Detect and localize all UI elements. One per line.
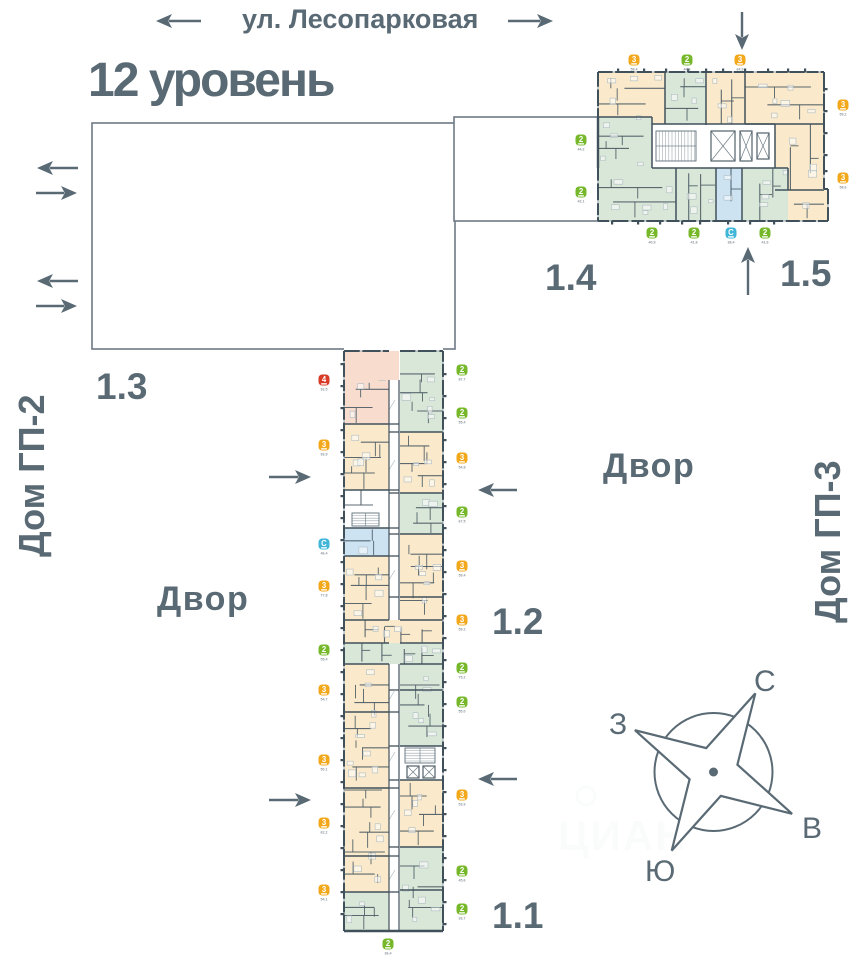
svg-text:53.9: 53.9	[459, 802, 466, 806]
svg-text:З: З	[609, 708, 627, 741]
svg-text:40.9: 40.9	[649, 240, 656, 244]
svg-text:1.4: 1.4	[545, 257, 597, 298]
svg-text:54.1: 54.1	[321, 897, 328, 901]
svg-text:46.4: 46.4	[321, 551, 328, 555]
svg-text:55.4: 55.4	[321, 657, 328, 661]
svg-text:75.2: 75.2	[459, 675, 466, 679]
svg-text:3: 3	[460, 615, 465, 624]
svg-text:54.7: 54.7	[321, 697, 328, 701]
svg-text:ул. Лесопарковая: ул. Лесопарковая	[242, 4, 478, 34]
svg-text:2: 2	[460, 904, 465, 913]
svg-text:ЦИАН: ЦИАН	[558, 812, 688, 859]
svg-text:50.1: 50.1	[321, 767, 328, 771]
svg-text:77.8: 77.8	[321, 593, 328, 597]
svg-text:3: 3	[841, 173, 846, 182]
svg-text:Двор: Двор	[603, 447, 695, 485]
svg-text:Ю: Ю	[645, 855, 675, 888]
svg-text:67.5: 67.5	[459, 519, 466, 523]
svg-text:41.8: 41.8	[691, 240, 698, 244]
svg-text:Дом ГП-3: Дом ГП-3	[807, 460, 848, 623]
svg-text:С: С	[728, 228, 734, 237]
svg-text:58.6: 58.6	[840, 185, 847, 189]
svg-text:2: 2	[386, 939, 391, 948]
svg-text:3: 3	[322, 685, 327, 694]
svg-text:55.0: 55.0	[459, 709, 466, 713]
svg-text:45.6: 45.6	[459, 878, 466, 882]
svg-text:3: 3	[322, 581, 327, 590]
svg-text:2: 2	[460, 365, 465, 374]
svg-text:59.2: 59.2	[840, 112, 847, 116]
svg-text:2: 2	[322, 645, 327, 654]
svg-text:3: 3	[322, 755, 327, 764]
svg-text:2: 2	[579, 135, 584, 144]
svg-text:58.4: 58.4	[631, 67, 638, 71]
svg-text:С: С	[321, 539, 327, 548]
svg-text:33.7: 33.7	[459, 916, 466, 920]
svg-text:3: 3	[632, 55, 637, 64]
svg-text:1.1: 1.1	[492, 895, 543, 936]
svg-text:44.6: 44.6	[684, 67, 691, 71]
svg-text:41.6: 41.6	[762, 240, 769, 244]
svg-text:Двор: Двор	[157, 580, 249, 618]
svg-text:С: С	[754, 665, 776, 698]
svg-text:В: В	[802, 812, 822, 845]
svg-text:2: 2	[763, 228, 768, 237]
svg-text:64.9: 64.9	[737, 67, 744, 71]
svg-text:42.1: 42.1	[578, 199, 585, 203]
svg-text:87.7: 87.7	[459, 377, 466, 381]
svg-text:38.4: 38.4	[728, 240, 735, 244]
svg-text:2: 2	[460, 408, 465, 417]
svg-text:44.2: 44.2	[578, 147, 585, 151]
svg-text:2: 2	[460, 697, 465, 706]
svg-text:3: 3	[460, 790, 465, 799]
svg-text:3: 3	[460, 561, 465, 570]
svg-text:Дом ГП-2: Дом ГП-2	[11, 394, 52, 557]
svg-text:59.4: 59.4	[459, 573, 466, 577]
svg-text:4: 4	[322, 375, 327, 384]
svg-text:36.4: 36.4	[385, 951, 392, 955]
svg-text:2: 2	[460, 507, 465, 516]
svg-text:92.5: 92.5	[321, 387, 328, 391]
svg-text:62.2: 62.2	[321, 830, 328, 834]
svg-text:2: 2	[650, 228, 655, 237]
svg-text:3: 3	[460, 453, 465, 462]
svg-text:55.4: 55.4	[459, 420, 466, 424]
svg-text:2: 2	[692, 228, 697, 237]
svg-text:12 уровень: 12 уровень	[88, 54, 334, 107]
svg-text:3: 3	[322, 818, 327, 827]
svg-text:93.9: 93.9	[321, 452, 328, 456]
svg-text:2: 2	[460, 663, 465, 672]
svg-text:1.2: 1.2	[492, 601, 543, 642]
svg-text:59.2: 59.2	[459, 627, 466, 631]
svg-text:3: 3	[322, 440, 327, 449]
svg-text:1.5: 1.5	[780, 253, 831, 294]
svg-text:2: 2	[460, 866, 465, 875]
svg-text:54.8: 54.8	[459, 465, 466, 469]
svg-text:3: 3	[738, 55, 743, 64]
svg-text:2: 2	[685, 55, 690, 64]
svg-text:3: 3	[841, 100, 846, 109]
svg-text:1.3: 1.3	[96, 366, 147, 407]
svg-text:2: 2	[579, 187, 584, 196]
svg-text:3: 3	[322, 885, 327, 894]
